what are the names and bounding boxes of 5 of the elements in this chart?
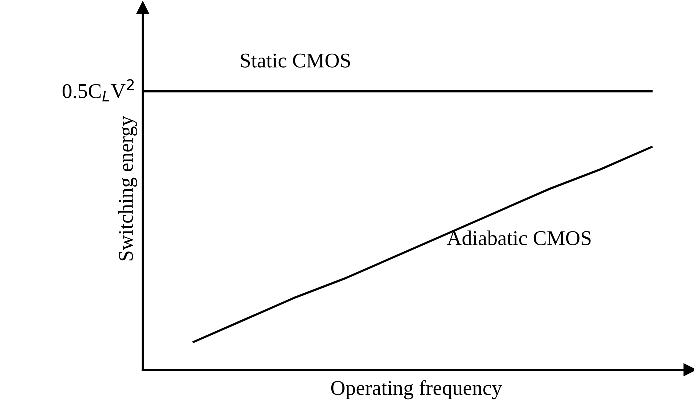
series-label: Static CMOS bbox=[241, 54, 350, 68]
x-axis-title: Operating frequency bbox=[331, 380, 502, 400]
y-axis-title: Switching energy bbox=[118, 116, 138, 261]
text: 0.5C$_{L}$V$^{2}$ bbox=[62, 79, 134, 102]
series-label: Adiabatic CMOS bbox=[447, 230, 591, 246]
